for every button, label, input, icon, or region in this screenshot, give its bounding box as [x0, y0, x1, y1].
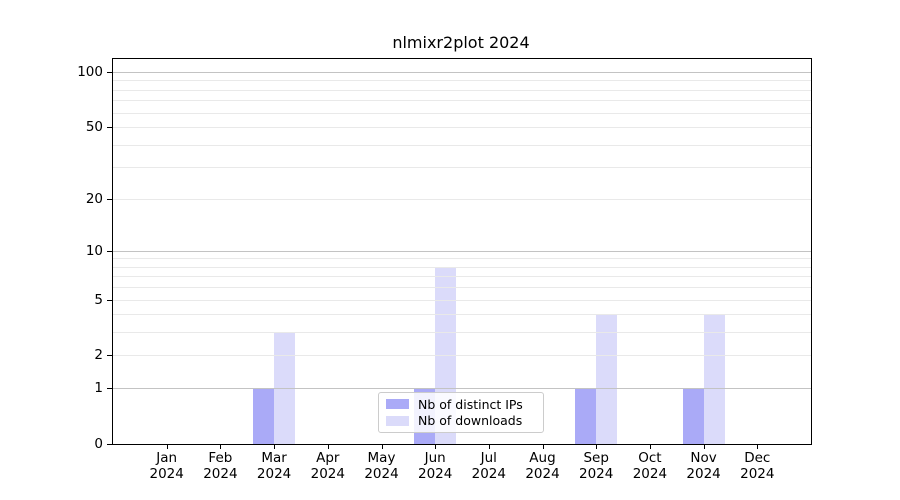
y-tick-label: 1 — [94, 380, 103, 397]
legend-swatch-icon — [386, 399, 409, 410]
x-tick-mark — [220, 445, 222, 449]
x-tick-mark — [542, 445, 544, 449]
bar-distinct-ips-nov — [682, 388, 704, 444]
y-tick-mark — [107, 72, 112, 73]
y-tick-mark — [107, 388, 112, 390]
legend-entry-distinct-ips: Nb of distinct IPs — [386, 396, 536, 413]
chart-title: nlmixr2plot 2024 — [392, 33, 530, 52]
gridline-y-40 — [113, 144, 811, 146]
gridline-y-1 — [113, 388, 811, 390]
x-tick-mark — [649, 445, 651, 449]
y-tick-label: 0 — [94, 436, 103, 452]
x-tick-mark — [327, 445, 329, 449]
y-tick-mark — [107, 127, 112, 129]
x-tick-label-jul: Jul 2024 — [471, 450, 506, 482]
gridline-y-8 — [113, 266, 811, 268]
x-tick-label-jun: Jun 2024 — [418, 450, 453, 482]
gridline-y-3 — [113, 332, 811, 334]
legend-label: Nb of downloads — [418, 413, 523, 429]
bar-distinct-ips-mar — [253, 388, 275, 444]
gridline-y-4 — [113, 314, 811, 316]
gridline-y-20 — [113, 198, 811, 200]
gridline-y-100 — [113, 72, 811, 73]
y-tick-label: 100 — [77, 64, 103, 80]
x-tick-label-dec: Dec 2024 — [740, 450, 775, 482]
gridline-y-6 — [113, 287, 811, 289]
x-tick-label-aug: Aug 2024 — [525, 450, 560, 482]
legend-entry-downloads: Nb of downloads — [386, 413, 536, 430]
y-tick-label: 2 — [94, 347, 103, 364]
y-tick-mark — [107, 198, 112, 200]
legend: Nb of distinct IPs Nb of downloads — [378, 392, 544, 433]
y-tick-label: 10 — [85, 242, 103, 259]
x-tick-label-apr: Apr 2024 — [310, 450, 345, 482]
gridline-y-70 — [113, 100, 811, 102]
gridline-y-30 — [113, 167, 811, 169]
x-tick-mark — [381, 445, 383, 449]
gridline-y-50 — [113, 127, 811, 129]
x-tick-label-nov: Nov 2024 — [686, 450, 721, 482]
gridline-y-5 — [113, 299, 811, 301]
x-tick-mark — [757, 445, 759, 449]
x-tick-label-sep: Sep 2024 — [579, 450, 614, 482]
x-tick-label-oct: Oct 2024 — [632, 450, 668, 482]
gridline-y-60 — [113, 112, 811, 114]
x-tick-mark — [703, 445, 705, 449]
x-tick-mark — [488, 445, 490, 449]
gridline-y-9 — [113, 258, 811, 260]
y-tick-label: 5 — [94, 291, 103, 308]
bar-distinct-ips-sep — [575, 388, 597, 444]
y-tick-mark — [107, 355, 112, 357]
y-tick-mark — [107, 444, 112, 445]
bar-downloads-sep — [596, 314, 618, 444]
gridline-y-10 — [113, 250, 811, 252]
y-tick-mark — [107, 299, 112, 301]
x-tick-mark — [435, 445, 437, 449]
x-tick-label-mar: Mar 2024 — [256, 450, 292, 482]
y-tick-label: 20 — [85, 190, 103, 207]
gridline-y-2 — [113, 355, 811, 357]
x-tick-mark — [274, 445, 276, 449]
gridline-y-7 — [113, 276, 811, 278]
y-tick-mark — [107, 250, 112, 252]
y-tick-label: 50 — [85, 119, 103, 136]
bar-downloads-nov — [703, 314, 725, 444]
x-tick-label-jan: Jan 2024 — [149, 450, 184, 482]
x-tick-label-feb: Feb 2024 — [203, 450, 238, 482]
legend-label: Nb of distinct IPs — [418, 396, 523, 412]
x-tick-mark — [166, 445, 168, 449]
plot-area: Nb of distinct IPs Nb of downloads — [112, 58, 812, 445]
gridline-y-90 — [113, 80, 811, 82]
legend-swatch-icon — [386, 415, 409, 426]
x-tick-label-may: May 2024 — [364, 450, 399, 482]
gridline-y-80 — [113, 89, 811, 91]
x-tick-mark — [596, 445, 598, 449]
